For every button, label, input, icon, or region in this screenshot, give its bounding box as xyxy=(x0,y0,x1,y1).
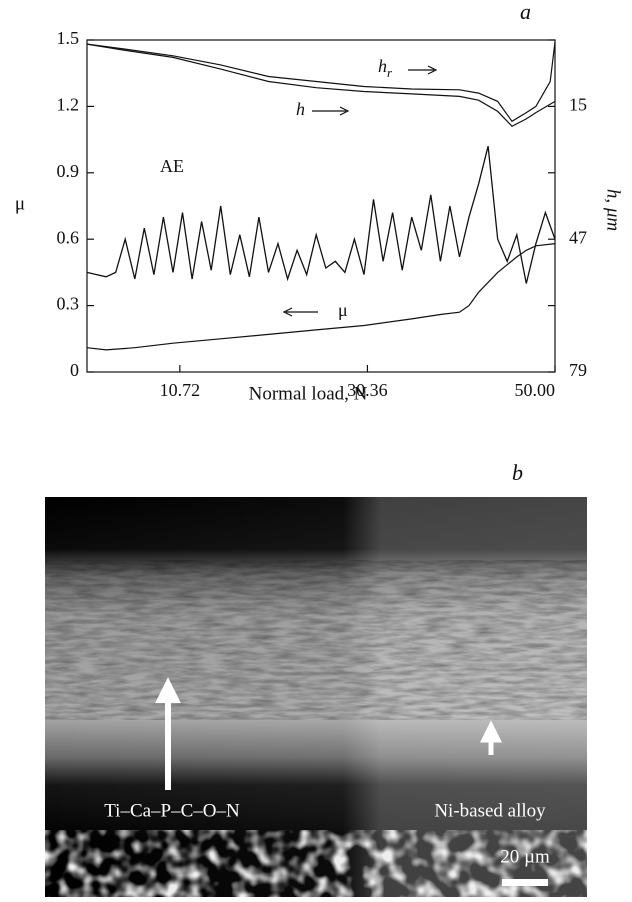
y-axis-label: μ xyxy=(15,193,25,214)
plot-frame xyxy=(86,39,556,373)
series-label: h xyxy=(296,99,305,119)
y-tick-label: 0 xyxy=(70,360,79,380)
x-tick-label: 50.00 xyxy=(515,380,556,400)
series-label: hr xyxy=(378,56,393,80)
arrow xyxy=(408,65,438,75)
series-name: AE xyxy=(160,156,184,176)
x-axis-label: Normal load, N xyxy=(249,383,368,404)
panel-label: b xyxy=(512,460,523,485)
x-tick-label: 30.36 xyxy=(347,380,388,400)
series-line xyxy=(86,146,556,284)
series-label: μ xyxy=(338,300,348,320)
y-tick-label: 1.5 xyxy=(57,28,80,48)
series-line xyxy=(86,42,556,123)
region-label: Ti–Ca–P–C–O–N xyxy=(104,800,240,821)
region-label: Ni-based alloy xyxy=(434,800,546,821)
series-name: h xyxy=(378,56,387,76)
y-tick-label: 0.3 xyxy=(57,294,80,314)
series-name: μ xyxy=(338,300,348,320)
scale-bar-label: 20 µm xyxy=(500,846,550,867)
series-line xyxy=(86,243,556,351)
arrow xyxy=(282,307,318,317)
series-name-sub: r xyxy=(387,65,393,80)
x-tick-label: 10.72 xyxy=(160,380,201,400)
arrow xyxy=(312,106,350,116)
series-name: h xyxy=(296,99,305,119)
series-label: AE xyxy=(160,156,184,176)
y-tick-label: 0.9 xyxy=(57,161,80,181)
y2-axis-label: h, μm xyxy=(603,189,624,231)
series-line xyxy=(86,43,556,128)
y2-tick-label: 47 xyxy=(569,227,587,247)
y2-tick-label: 79 xyxy=(569,360,587,380)
micrograph xyxy=(45,497,587,897)
panel-label: a xyxy=(520,0,531,24)
y-tick-label: 0.6 xyxy=(57,227,80,247)
y-tick-label: 1.2 xyxy=(57,95,80,115)
y2-tick-label: 15 xyxy=(569,95,587,115)
